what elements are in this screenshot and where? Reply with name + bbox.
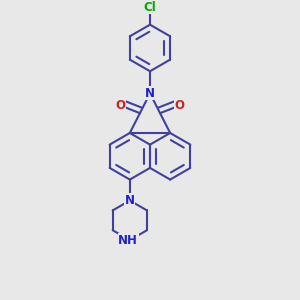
Text: N: N <box>125 194 135 207</box>
Text: N: N <box>125 234 135 247</box>
Text: NH: NH <box>118 234 138 247</box>
Text: N: N <box>145 87 155 100</box>
Text: Cl: Cl <box>144 1 156 14</box>
Text: O: O <box>115 99 125 112</box>
Text: O: O <box>175 99 185 112</box>
